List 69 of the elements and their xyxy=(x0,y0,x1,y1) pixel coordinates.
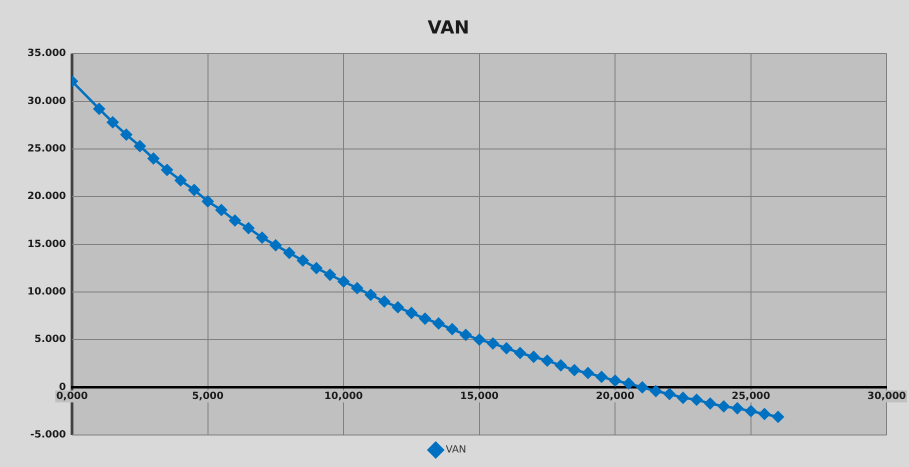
point xyxy=(310,262,322,274)
point xyxy=(704,398,716,410)
point xyxy=(120,128,132,140)
point xyxy=(446,323,458,335)
y-tick-label: 10.000 xyxy=(27,286,66,298)
point xyxy=(636,382,648,394)
point xyxy=(202,196,214,208)
point xyxy=(432,318,444,330)
point xyxy=(216,204,228,216)
point xyxy=(609,374,621,386)
x-tick-label: 25,000 xyxy=(732,390,770,402)
point xyxy=(106,116,118,128)
point xyxy=(338,276,350,288)
y-tick-label: -5.000 xyxy=(30,430,66,441)
point xyxy=(596,371,608,383)
point xyxy=(541,354,553,366)
point xyxy=(677,392,689,404)
point xyxy=(664,388,676,400)
legend-label: VAN xyxy=(446,444,466,456)
point xyxy=(568,364,580,376)
point xyxy=(148,152,160,164)
x-tick-label: 10,000 xyxy=(324,390,363,402)
y-tick-label: 35.000 xyxy=(27,48,66,60)
x-tick-label: 0,000 xyxy=(56,390,88,402)
y-tick-label: 20.000 xyxy=(27,191,66,202)
point xyxy=(474,334,486,346)
chart-title: VAN xyxy=(428,17,470,38)
point xyxy=(718,400,730,412)
x-tick-label: 5,000 xyxy=(192,390,224,402)
point xyxy=(406,307,418,319)
point xyxy=(242,222,254,234)
point xyxy=(487,338,499,350)
y-tick-label: 25.000 xyxy=(27,144,66,155)
y-tick-label: 5.000 xyxy=(34,334,66,346)
y-tick-label: 0 xyxy=(59,382,66,393)
point xyxy=(650,385,662,397)
point xyxy=(324,269,336,281)
point xyxy=(378,296,390,308)
x-tick-label: 30,000 xyxy=(867,390,906,402)
point xyxy=(528,351,540,363)
point xyxy=(582,367,594,379)
point xyxy=(745,405,757,417)
point xyxy=(364,289,376,301)
point xyxy=(758,408,770,420)
y-tick-label: 30.000 xyxy=(27,96,66,107)
point xyxy=(270,240,282,252)
point xyxy=(188,184,200,196)
point xyxy=(690,394,702,406)
point xyxy=(174,174,186,186)
point xyxy=(460,329,472,341)
point xyxy=(256,232,268,244)
x-tick-label: 20,000 xyxy=(596,390,634,402)
point xyxy=(134,140,146,152)
point xyxy=(161,164,173,176)
point xyxy=(351,282,363,294)
point xyxy=(555,360,567,372)
point xyxy=(732,402,744,414)
y-tick-label: 15.000 xyxy=(27,238,66,250)
x-tick-label: 15,000 xyxy=(460,390,499,402)
point xyxy=(500,342,512,354)
point xyxy=(229,214,241,226)
point xyxy=(284,247,296,259)
point xyxy=(297,254,309,266)
point xyxy=(392,301,404,313)
point xyxy=(419,312,431,324)
point xyxy=(772,411,784,423)
point xyxy=(93,103,105,115)
point xyxy=(514,347,526,359)
point xyxy=(622,378,634,390)
